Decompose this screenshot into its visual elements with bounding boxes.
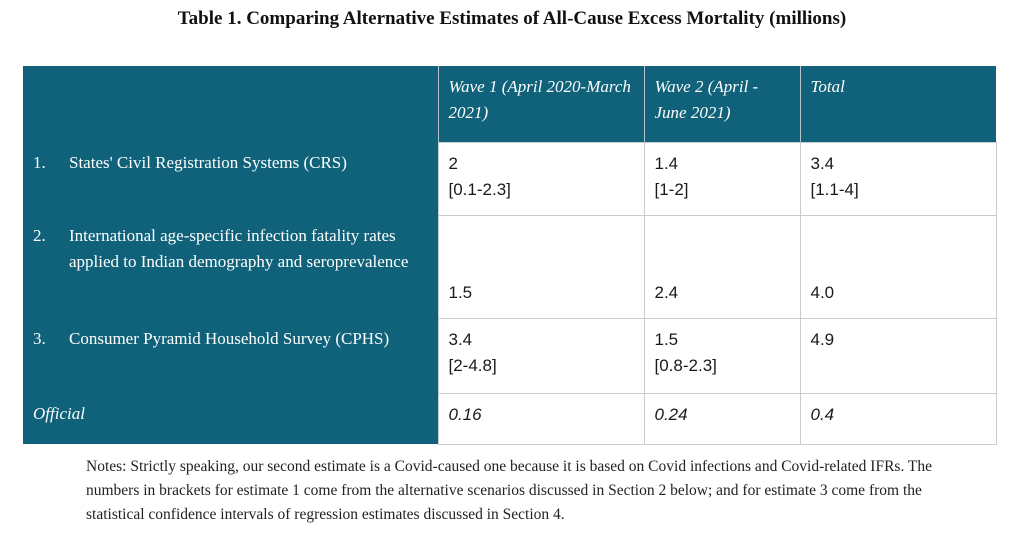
cell-wave2: 1.4 [1-2] xyxy=(643,141,801,216)
cell-total: 0.4 xyxy=(799,392,997,445)
cell-wave1: 0.16 xyxy=(437,392,645,445)
row-label: States' Civil Registration Systems (CRS) xyxy=(69,153,347,172)
header-wave-1: Wave 1 (April 2020-March 2021) xyxy=(437,66,644,142)
cell-range: [0.8-2.3] xyxy=(654,355,717,375)
estimates-table: Wave 1 (April 2020-March 2021) Wave 2 (A… xyxy=(23,66,997,445)
cell-wave1: 1.5 xyxy=(437,214,645,319)
table-row: 1. States' Civil Registration Systems (C… xyxy=(23,141,997,216)
cell-total: 4.9 xyxy=(799,317,997,394)
cell-value: 3.4 xyxy=(810,153,835,173)
table-row: 3. Consumer Pyramid Household Survey (CP… xyxy=(23,317,997,394)
cell-range: [2-4.8] xyxy=(448,355,497,375)
row-label: Consumer Pyramid Household Survey (CPHS) xyxy=(69,329,390,348)
table-row: Official 0.16 0.24 0.4 xyxy=(23,392,997,445)
cell-range: [1-2] xyxy=(654,179,689,199)
row-label-official: Official xyxy=(23,393,438,444)
cell-wave2: 0.24 xyxy=(643,392,801,445)
header-total: Total xyxy=(799,66,996,142)
header-empty xyxy=(23,66,438,142)
row-label-crs: 1. States' Civil Registration Systems (C… xyxy=(23,142,438,215)
cell-wave1: 2 [0.1-2.3] xyxy=(437,141,645,216)
table-notes: Notes: Strictly speaking, our second est… xyxy=(86,458,933,523)
cell-range: [1.1-4] xyxy=(810,179,859,199)
cell-value: 3.4 xyxy=(448,329,473,349)
row-number: 2. xyxy=(33,226,46,245)
cell-total: 4.0 xyxy=(799,214,997,319)
cell-range: [0.1-2.3] xyxy=(448,179,511,199)
row-number: 1. xyxy=(33,153,46,172)
cell-value: 1.4 xyxy=(654,153,679,173)
row-label: International age-specific infection fat… xyxy=(69,226,409,271)
cell-wave1: 3.4 [2-4.8] xyxy=(437,317,645,394)
table-row: 2. International age-specific infection … xyxy=(23,214,997,319)
cell-wave2: 1.5 [0.8-2.3] xyxy=(643,317,801,394)
row-label-cphs: 3. Consumer Pyramid Household Survey (CP… xyxy=(23,318,438,393)
table-title: Table 1. Comparing Alternative Estimates… xyxy=(177,8,847,29)
cell-value: 2 xyxy=(448,153,458,173)
cell-total: 3.4 [1.1-4] xyxy=(799,141,997,216)
header-wave-2: Wave 2 (April -June 2021) xyxy=(643,66,800,142)
cell-wave2: 2.4 xyxy=(643,214,801,319)
header-row: Wave 1 (April 2020-March 2021) Wave 2 (A… xyxy=(23,66,996,142)
row-number: 3. xyxy=(33,329,46,348)
cell-value: 1.5 xyxy=(654,329,679,349)
row-label-ifr: 2. International age-specific infection … xyxy=(23,215,438,318)
